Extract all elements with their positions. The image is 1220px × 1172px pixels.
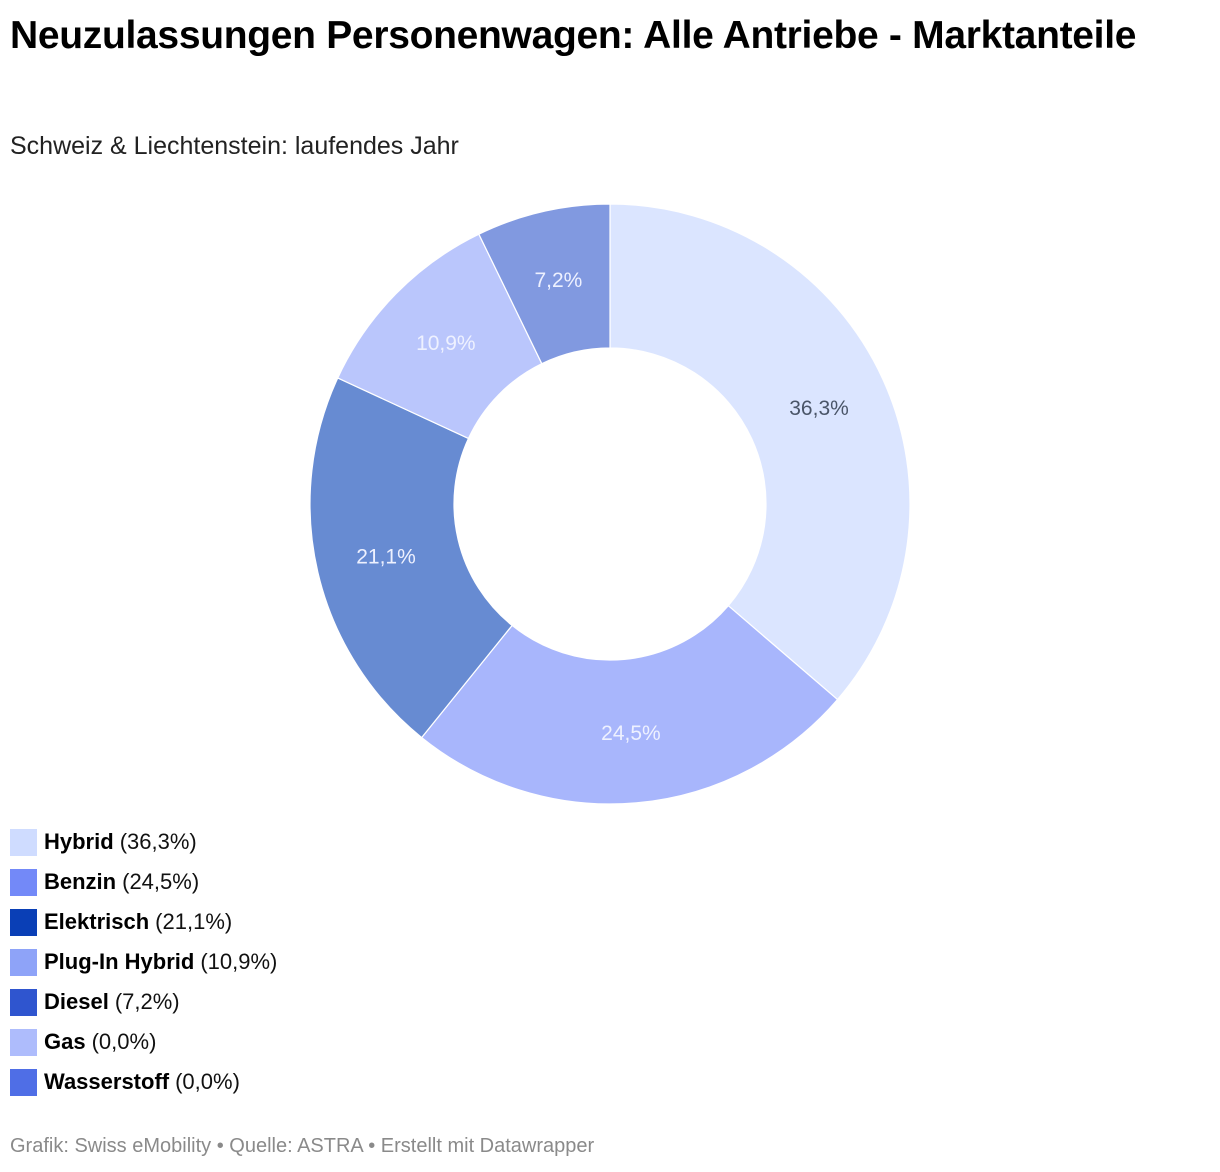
donut-chart: 36,3% 24,5% 21,1% 10,9% 7,2%: [309, 203, 911, 805]
legend-swatch: [10, 988, 37, 1016]
legend-value: (0,0%): [91, 1029, 157, 1054]
legend: Hybrid (36,3%) Benzin (24,5%) Elektrisch (21,…: [10, 822, 277, 1102]
footer-credit: Grafik: Swiss eMobility • Quelle: ASTRA …: [10, 1135, 595, 1157]
legend-label: Elektrisch: [44, 909, 150, 934]
legend-item-hybrid[interactable]: Hybrid (36,3%): [10, 822, 277, 862]
slice-hybrid[interactable]: [609, 203, 911, 701]
legend-item-benzin[interactable]: Benzin (24,5%): [10, 862, 277, 902]
legend-swatch: [10, 1068, 37, 1096]
legend-item-gas[interactable]: Gas (0,0%): [10, 1022, 277, 1062]
chart-subtitle: Schweiz & Liechtenstein: laufendes Jahr: [10, 132, 459, 160]
slice-label-hybrid: 36,3%: [789, 397, 849, 420]
legend-label: Gas: [44, 1029, 86, 1054]
slice-label-plug-in-hybrid: 10,9%: [416, 332, 476, 355]
slice-label-benzin: 24,5%: [601, 722, 661, 745]
legend-label: Plug-In Hybrid: [44, 949, 195, 974]
legend-item-plug-in-hybrid[interactable]: Plug-In Hybrid (10,9%): [10, 942, 277, 982]
legend-label: Wasserstoff: [44, 1069, 170, 1094]
legend-value: (24,5%): [122, 869, 200, 894]
legend-value: (0,0%): [175, 1069, 240, 1094]
slice-label-elektrisch: 21,1%: [356, 545, 416, 568]
legend-swatch: [10, 1028, 37, 1056]
legend-item-diesel[interactable]: Diesel (7,2%): [10, 982, 277, 1022]
slice-diesel[interactable]: [478, 203, 611, 365]
legend-item-elektrisch[interactable]: Elektrisch (21,1%): [10, 902, 277, 942]
legend-value: (10,9%): [200, 949, 278, 974]
legend-swatch: [10, 948, 37, 976]
legend-value: (7,2%): [114, 989, 180, 1014]
slice-label-diesel: 7,2%: [534, 269, 582, 292]
legend-swatch: [10, 828, 37, 856]
legend-swatch: [10, 868, 37, 896]
chart-title: Neuzulassungen Personenwagen: Alle Antri…: [10, 14, 1137, 57]
legend-value: (36,3%): [119, 829, 197, 854]
legend-label: Benzin: [44, 869, 117, 894]
slice-elektrisch[interactable]: [309, 377, 513, 739]
legend-label: Hybrid: [44, 829, 114, 854]
legend-swatch: [10, 908, 37, 936]
legend-item-wasserstoff[interactable]: Wasserstoff (0,0%): [10, 1062, 277, 1102]
legend-value: (21,1%): [155, 909, 233, 934]
legend-label: Diesel: [44, 989, 109, 1014]
slice-benzin[interactable]: [420, 604, 839, 805]
